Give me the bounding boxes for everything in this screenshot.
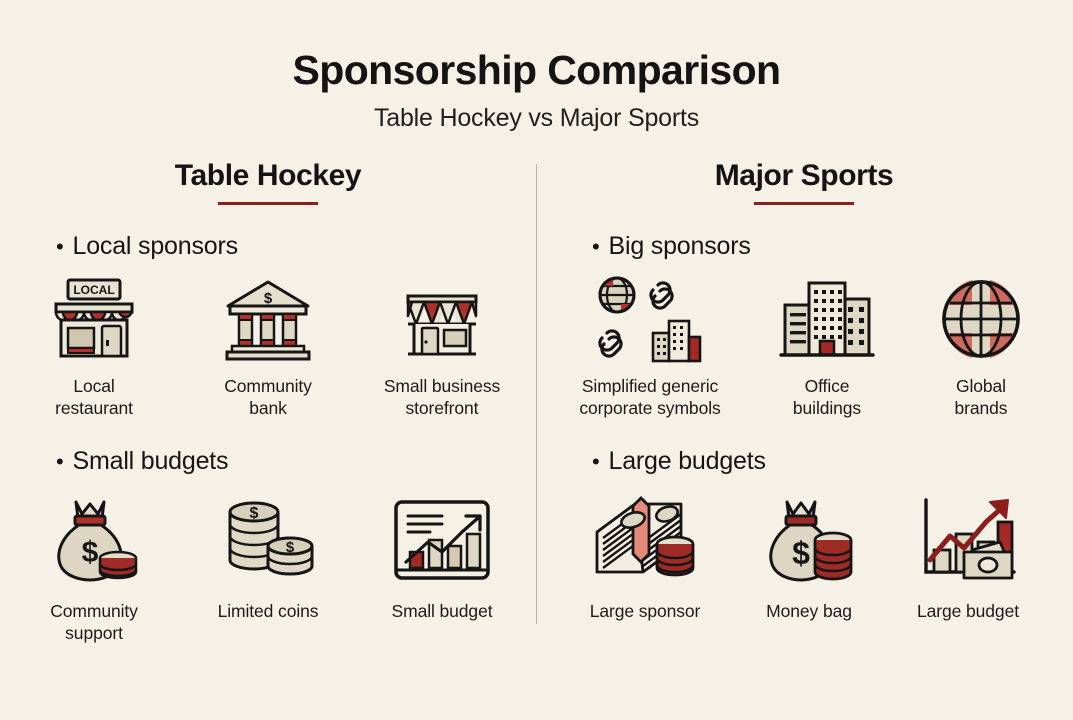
column-divider <box>536 164 537 625</box>
cash-stack-icon <box>589 490 701 590</box>
money-bag-small-icon: $ <box>46 490 142 590</box>
icon-cell-office-buildings[interactable]: Office buildings <box>757 273 897 420</box>
icon-cell-large-budget[interactable]: Large budget <box>893 490 1043 622</box>
community-bank-icon: $ <box>220 273 316 365</box>
page-subtitle: Table Hockey vs Major Sports <box>373 104 700 133</box>
comparison-columns: Table Hockey • Local sponsors LOCAL <box>0 159 1073 645</box>
bullet-label: Local sponsors <box>72 232 239 261</box>
column-title-underline <box>754 202 854 206</box>
office-buildings-icon <box>779 273 875 365</box>
icon-caption: Community bank <box>224 376 312 419</box>
icon-cell-corporate-symbols[interactable]: Simplified generic corporate symbols <box>557 273 743 420</box>
column-header-major-sports: Major Sports <box>548 159 1060 206</box>
icon-cell-money-bag[interactable]: $ Money bag <box>739 490 879 622</box>
icon-cell-local-restaurant[interactable]: LOCAL Lo <box>14 273 174 420</box>
large-budget-chart-icon <box>916 490 1020 590</box>
column-title-underline <box>218 202 318 206</box>
icon-caption: Limited coins <box>217 600 319 621</box>
svg-text:$: $ <box>250 505 259 522</box>
svg-text:$: $ <box>286 539 295 556</box>
corporate-symbols-grid-icon <box>595 273 705 365</box>
bullet-label: Small budgets <box>72 446 229 475</box>
bullet-label: Large budgets <box>608 446 766 475</box>
icon-caption: Small business storefront <box>383 376 501 419</box>
bullet-marker-icon: • <box>592 448 600 474</box>
column-title: Major Sports <box>714 159 894 193</box>
icon-caption: Money bag <box>766 600 852 621</box>
icon-cell-global-brands[interactable]: Global brands <box>911 273 1051 420</box>
icon-cell-small-budget[interactable]: Small budget <box>362 490 522 622</box>
icon-caption: Community support <box>50 600 138 644</box>
bullet-local-sponsors: • Local sponsors <box>56 232 524 261</box>
icon-caption: Small budget <box>391 600 493 621</box>
bullet-marker-icon: • <box>56 448 64 474</box>
small-budget-chart-icon <box>390 490 494 590</box>
icon-caption: Large budget <box>917 600 1019 621</box>
globe-brands-icon <box>937 273 1025 365</box>
icon-caption: Simplified generic corporate symbols <box>579 376 721 419</box>
bullet-large-budgets: • Large budgets <box>592 447 1060 476</box>
icon-row-small-budgets: $ Community support <box>12 490 524 645</box>
column-title: Table Hockey <box>174 159 362 193</box>
icon-cell-large-sponsor[interactable]: Large sponsor <box>565 490 725 622</box>
svg-text:LOCAL: LOCAL <box>73 283 114 297</box>
icon-caption: Local restaurant <box>55 376 133 419</box>
icon-cell-small-business[interactable]: Small business storefront <box>362 273 522 420</box>
icon-caption: Large sponsor <box>589 600 701 621</box>
local-restaurant-storefront-icon: LOCAL <box>46 273 142 365</box>
icon-row-local-sponsors: LOCAL Lo <box>12 273 524 420</box>
bullet-marker-icon: • <box>592 234 600 260</box>
page-header: Sponsorship Comparison Table Hockey vs M… <box>0 0 1073 133</box>
bullet-label: Big sponsors <box>608 232 751 261</box>
bullet-marker-icon: • <box>56 234 64 260</box>
column-major-sports: Major Sports • Big sponsors <box>536 159 1072 645</box>
icon-cell-community-bank[interactable]: $ <box>188 273 348 420</box>
icon-caption: Office buildings <box>792 376 862 419</box>
svg-text:$: $ <box>82 536 99 569</box>
icon-row-large-budgets: Large sponsor $ <box>548 490 1060 622</box>
column-header-table-hockey: Table Hockey <box>12 159 524 206</box>
icon-cell-limited-coins[interactable]: $ $ Limited coins <box>188 490 348 622</box>
money-bag-large-icon: $ <box>761 490 857 590</box>
svg-text:$: $ <box>264 290 273 307</box>
svg-text:$: $ <box>792 535 810 571</box>
page-title: Sponsorship Comparison <box>292 47 782 93</box>
coin-stacks-icon: $ $ <box>220 490 316 590</box>
icon-row-big-sponsors: Simplified generic corporate symbols <box>548 273 1060 420</box>
small-business-storefront-icon <box>394 273 490 365</box>
bullet-big-sponsors: • Big sponsors <box>592 232 1060 261</box>
icon-caption: Global brands <box>954 376 1008 419</box>
column-table-hockey: Table Hockey • Local sponsors LOCAL <box>0 159 536 645</box>
icon-cell-community-support[interactable]: $ Community support <box>14 490 174 645</box>
bullet-small-budgets: • Small budgets <box>56 447 524 476</box>
